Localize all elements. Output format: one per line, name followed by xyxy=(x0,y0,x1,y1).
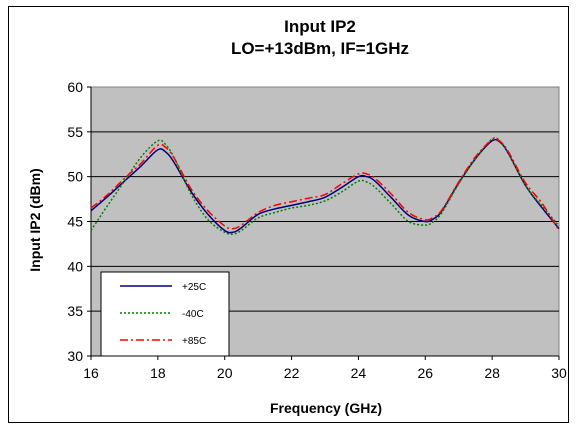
chart-title-line-1: Input IP2 xyxy=(284,17,356,36)
x-axis-label: Frequency (GHz) xyxy=(270,400,382,416)
y-tick-label-60: 60 xyxy=(67,79,83,95)
y-tick-label-30: 30 xyxy=(67,348,83,364)
series-lines xyxy=(90,137,560,235)
legend-label-minus40c: -40C xyxy=(182,309,204,320)
y-tick-label-55: 55 xyxy=(67,124,83,140)
series-line-minus40c xyxy=(90,137,560,235)
y-tick-label-45: 45 xyxy=(67,214,83,230)
tick-labels: 30 35 40 45 50 55 60 16 18 20 22 24 26 28 30 xyxy=(67,79,567,381)
y-tick-label-35: 35 xyxy=(67,303,83,319)
legend-label-25c: +25C xyxy=(182,282,206,293)
x-tick-label-22: 22 xyxy=(284,365,300,381)
x-tick-label-30: 30 xyxy=(551,365,567,381)
chart-title-line-2: LO=+13dBm, IF=1GHz xyxy=(231,39,409,58)
y-tick-label-40: 40 xyxy=(67,258,83,274)
y-axis-label: Input IP2 (dBm) xyxy=(27,168,43,271)
x-tick-label-28: 28 xyxy=(484,365,500,381)
series-line-plus85c xyxy=(90,138,560,231)
x-tick-label-16: 16 xyxy=(83,365,99,381)
y-tick-label-50: 50 xyxy=(67,169,83,185)
legend-label-85c: +85C xyxy=(182,336,206,347)
x-tick-label-26: 26 xyxy=(417,365,433,381)
legend: +25C -40C +85C xyxy=(100,271,230,357)
legend-box xyxy=(100,271,230,357)
x-tick-label-24: 24 xyxy=(351,365,367,381)
x-tick-label-18: 18 xyxy=(150,365,166,381)
series-line-plus25c xyxy=(90,138,560,234)
x-tick-label-20: 20 xyxy=(217,365,233,381)
